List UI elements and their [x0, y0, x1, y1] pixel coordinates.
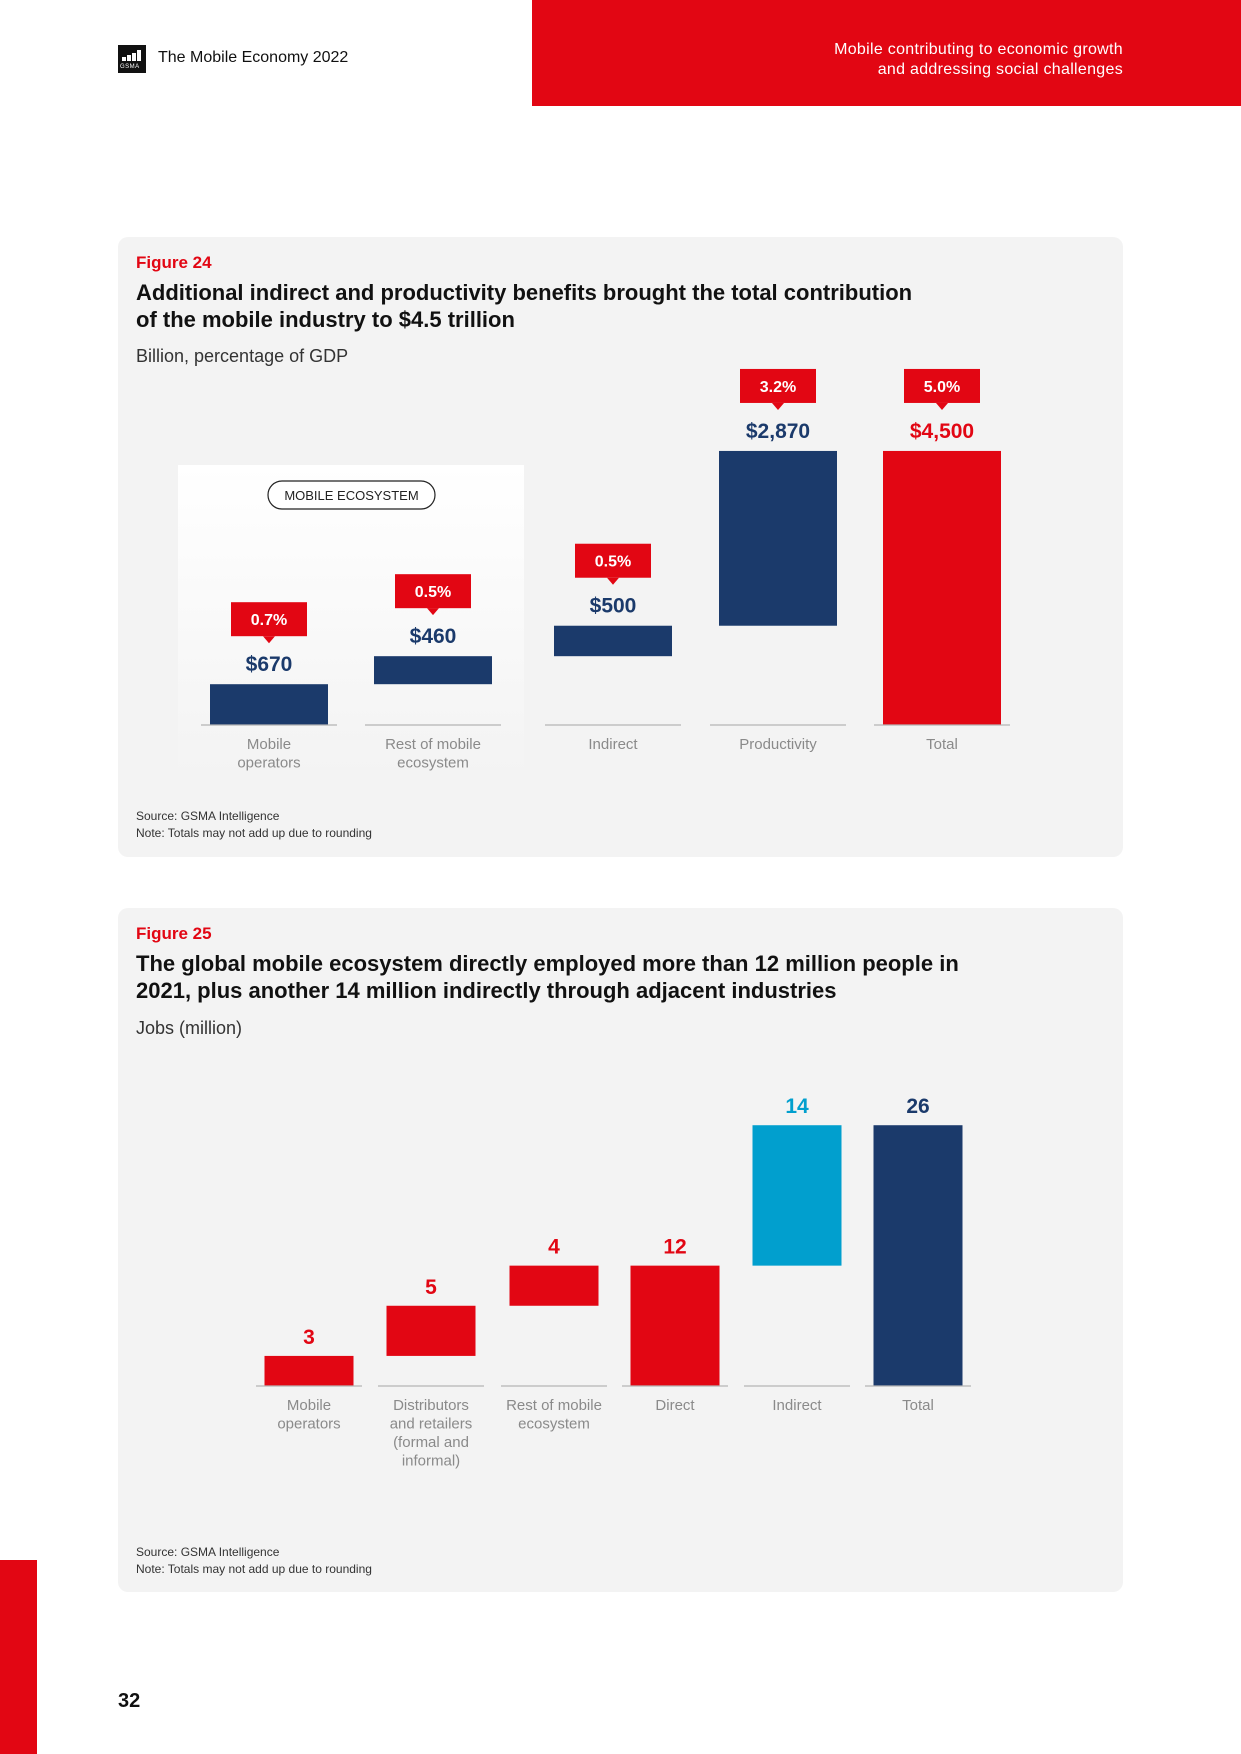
category-label-indirect: Indirect	[588, 736, 638, 753]
value-label-mobile-operators: 3	[303, 1326, 315, 1349]
figure-notes: Source: GSMA Intelligence Note: Totals m…	[136, 1544, 372, 1578]
figure-note: Note: Totals may not add up due to round…	[136, 826, 372, 840]
value-label-total: 26	[906, 1095, 929, 1118]
figure-notes: Source: GSMA Intelligence Note: Totals m…	[136, 808, 372, 842]
gdp-share-badge-pointer-productivity	[772, 402, 784, 410]
figure-title-line-2: of the mobile industry to $4.5 trillion	[136, 307, 515, 332]
page-number: 32	[118, 1690, 141, 1712]
category-label-distributors-and-retailers-formal-and-informal: and retailers	[390, 1416, 473, 1433]
value-label-mobile-operators: $670	[246, 653, 293, 676]
figure-title-line-2: 2021, plus another 14 million indirectly…	[136, 978, 837, 1003]
category-label-rest-of-mobile-ecosystem: Rest of mobile	[385, 736, 481, 753]
category-label-direct: Direct	[655, 1397, 695, 1414]
bar-mobile-operators	[210, 684, 328, 725]
category-label-mobile-operators: Mobile	[287, 1397, 331, 1414]
bar-rest-of-mobile-ecosystem	[509, 1265, 599, 1306]
bar-rest-of-mobile-ecosystem	[374, 656, 492, 685]
bar-total	[873, 1125, 963, 1386]
gdp-share-label-productivity: 3.2%	[760, 379, 796, 396]
figure-title: The global mobile ecosystem directly emp…	[136, 950, 1096, 1004]
bar-total	[883, 450, 1001, 725]
section-title-line-1: Mobile contributing to economic growth	[834, 41, 1123, 58]
gdp-share-badge-pointer-total	[936, 402, 948, 410]
document-title: The Mobile Economy 2022	[158, 49, 349, 66]
category-label-mobile-operators: Mobile	[247, 736, 291, 753]
bar-indirect	[554, 625, 672, 657]
gdp-share-label-total: 5.0%	[924, 379, 960, 396]
figure-title-line-1: Additional indirect and productivity ben…	[136, 280, 913, 305]
category-label-distributors-and-retailers-formal-and-informal: Distributors	[393, 1397, 469, 1414]
category-label-rest-of-mobile-ecosystem: ecosystem	[397, 755, 469, 772]
section-title-line-2: and addressing social challenges	[877, 61, 1123, 78]
category-label-total: Total	[926, 736, 958, 753]
category-label-rest-of-mobile-ecosystem: Rest of mobile	[506, 1397, 602, 1414]
category-label-mobile-operators: operators	[237, 755, 300, 772]
category-label-rest-of-mobile-ecosystem: ecosystem	[518, 1416, 590, 1433]
figure-label: Figure 24	[136, 253, 212, 272]
category-label-mobile-operators: operators	[277, 1416, 340, 1433]
value-label-rest-of-mobile-ecosystem: 4	[548, 1236, 560, 1259]
bar-direct	[630, 1265, 720, 1386]
value-label-indirect: 14	[785, 1095, 809, 1118]
gdp-share-label-mobile-operators: 0.7%	[251, 612, 287, 629]
gdp-share-label-rest-of-mobile-ecosystem: 0.5%	[415, 584, 451, 601]
figure-source: Source: GSMA Intelligence	[136, 809, 280, 823]
gdp-contribution-waterfall-chart: MOBILE ECOSYSTEM $670 0.7% Mobile operators $…	[178, 368, 1010, 775]
mobile-ecosystem-panel	[178, 465, 524, 775]
category-label-total: Total	[902, 1397, 934, 1414]
mobile-ecosystem-pill-label: MOBILE ECOSYSTEM	[284, 488, 418, 503]
bar-indirect	[752, 1125, 842, 1266]
value-label-rest-of-mobile-ecosystem: $460	[410, 625, 457, 648]
bar-distributors-and-retailers-formal-and-informal	[386, 1305, 476, 1356]
figure-subtitle: Billion, percentage of GDP	[136, 346, 349, 366]
gdp-share-badge-pointer-mobile-operators	[263, 636, 275, 644]
gdp-share-badge-total	[904, 368, 980, 403]
gsma-logo: GSMA	[118, 45, 146, 73]
jobs-waterfall-chart: 3 Mobile operators 5 Distributors and retaile…	[256, 1095, 971, 1470]
value-label-distributors-and-retailers-formal-and-informal: 5	[425, 1276, 437, 1299]
gdp-share-badge-indirect	[575, 543, 651, 578]
figure-title-line-1: The global mobile ecosystem directly emp…	[136, 951, 959, 976]
page-edge-accent	[0, 1560, 37, 1754]
figure-source: Source: GSMA Intelligence	[136, 1545, 280, 1559]
category-label-distributors-and-retailers-formal-and-informal: informal)	[402, 1453, 460, 1470]
gdp-share-badge-rest-of-mobile-ecosystem	[395, 574, 471, 609]
bar-mobile-operators	[264, 1355, 354, 1386]
figure-title: Additional indirect and productivity ben…	[136, 279, 1096, 333]
section-header-band	[532, 0, 1241, 106]
figure-subtitle: Jobs (million)	[136, 1018, 243, 1038]
mobile-ecosystem-pill	[267, 480, 436, 510]
bar-productivity	[719, 450, 837, 626]
value-label-total: $4,500	[910, 420, 974, 443]
section-title: Mobile contributing to economic growth a…	[834, 40, 1123, 80]
gdp-share-badge-productivity	[740, 368, 816, 403]
gdp-share-badge-pointer-indirect	[607, 577, 619, 585]
signal-bars-icon	[122, 50, 142, 61]
logo-text: GSMA	[120, 64, 140, 70]
value-label-indirect: $500	[590, 595, 637, 618]
category-label-productivity: Productivity	[739, 736, 817, 753]
value-label-productivity: $2,870	[746, 420, 810, 443]
figure-24-card: Figure 24 Additional indirect and produc…	[118, 237, 1123, 857]
category-label-indirect: Indirect	[772, 1397, 822, 1414]
figure-label: Figure 25	[136, 924, 212, 943]
gdp-share-badge-pointer-rest-of-mobile-ecosystem	[427, 608, 439, 616]
category-label-distributors-and-retailers-formal-and-informal: (formal and	[393, 1434, 469, 1451]
figure-25-card: Figure 25 The global mobile ecosystem di…	[118, 908, 1123, 1592]
gdp-share-badge-mobile-operators	[231, 602, 307, 637]
value-label-direct: 12	[663, 1236, 686, 1259]
figure-note: Note: Totals may not add up due to round…	[136, 1562, 372, 1576]
gdp-share-label-indirect: 0.5%	[595, 554, 631, 571]
